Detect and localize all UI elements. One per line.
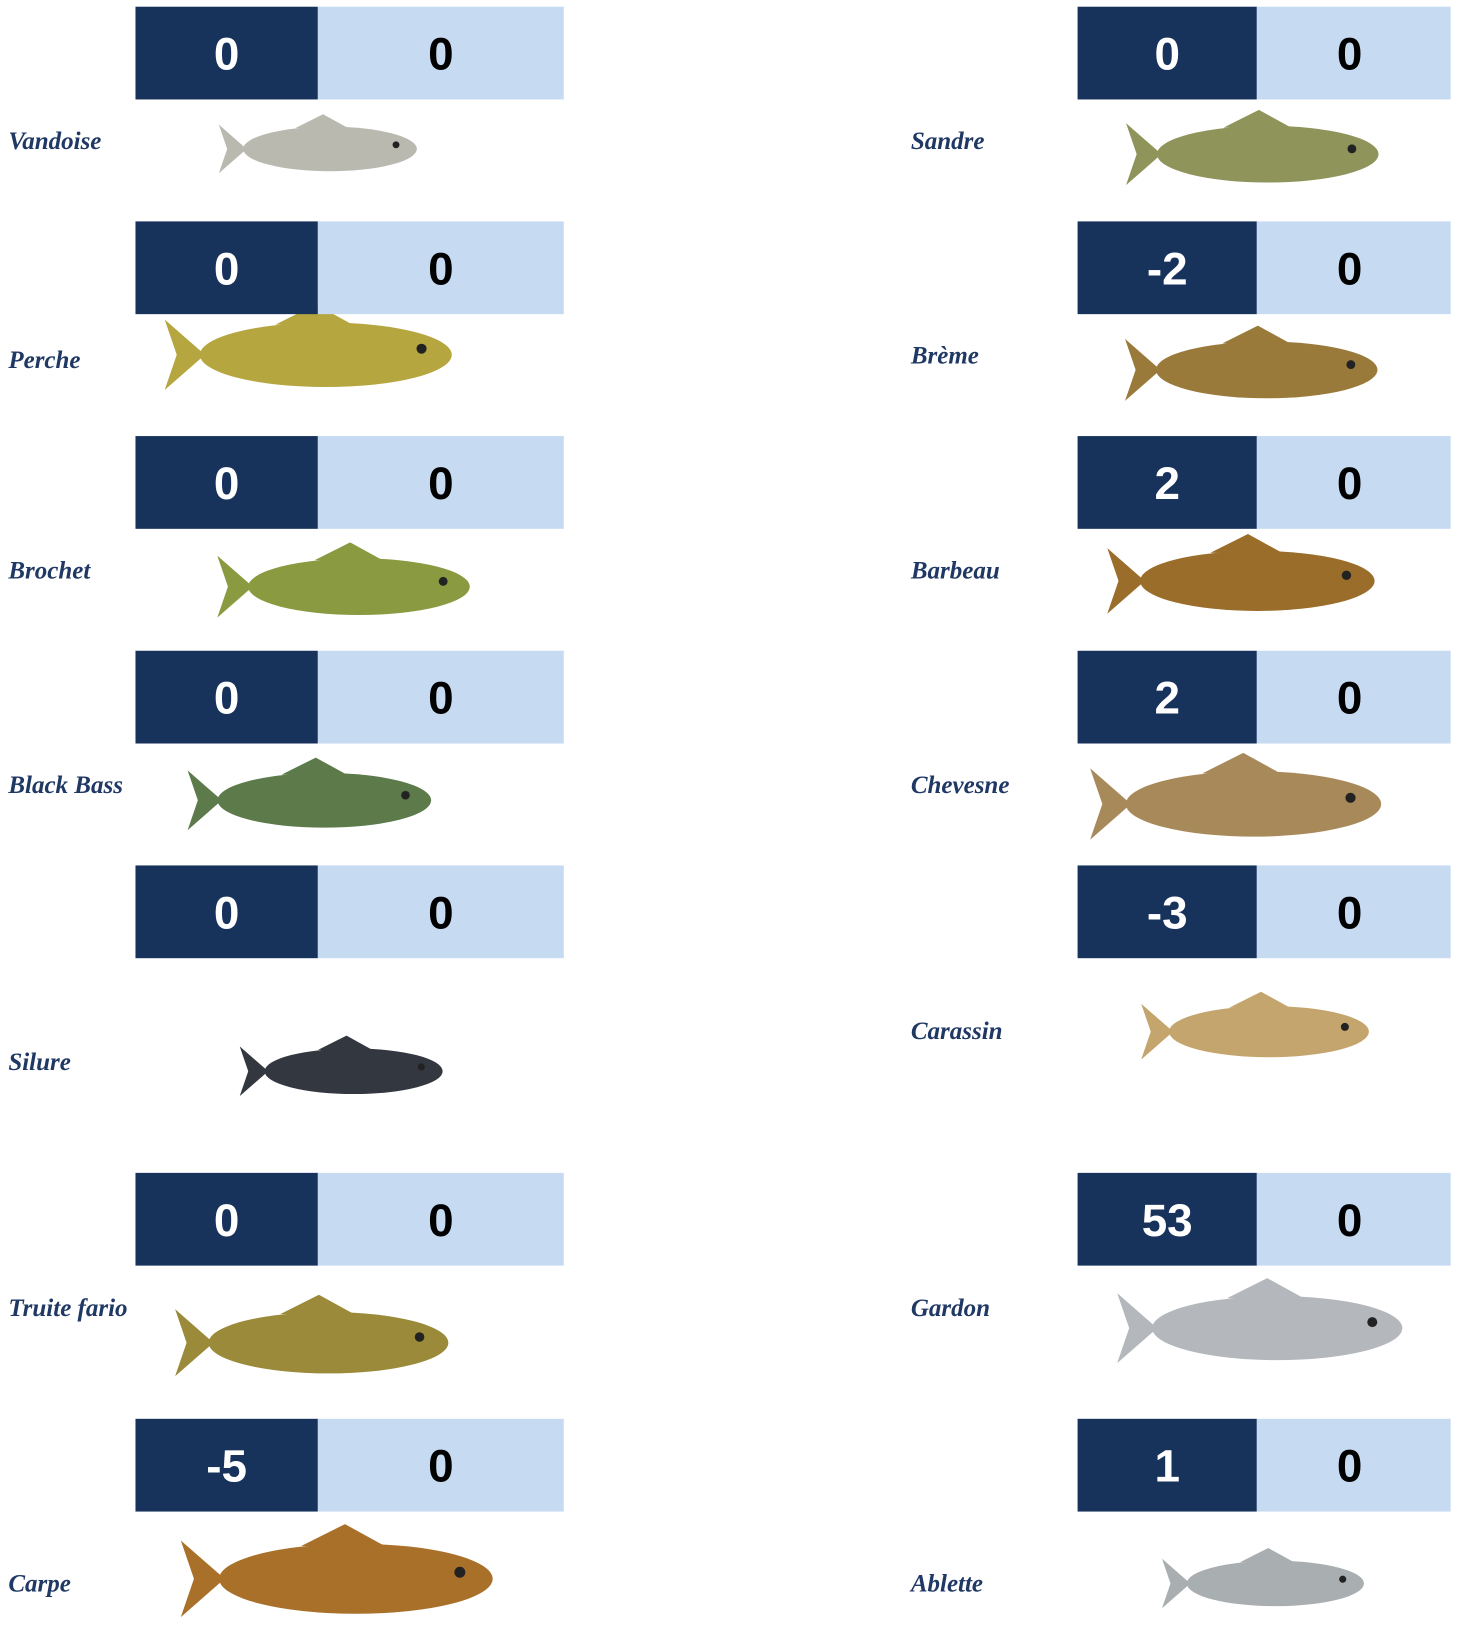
fish-image <box>1126 110 1378 185</box>
fish-image <box>175 1295 448 1376</box>
score-b: 0 <box>428 672 453 724</box>
fish-images <box>165 110 1403 1617</box>
fish-board: 0 0 Vandoise 0 0 Perche 0 0 Brochet 0 0 Black Bass 0… <box>0 0 1459 1635</box>
score-a: 53 <box>1142 1194 1193 1246</box>
score-b: 0 <box>1337 28 1363 80</box>
fish-image <box>1090 753 1381 840</box>
fish-name: Vandoise <box>8 128 101 155</box>
score-a: 0 <box>214 457 240 509</box>
score-a: -5 <box>206 1440 247 1492</box>
fish-name: Carassin <box>911 1018 1003 1045</box>
fish-name: Silure <box>8 1049 71 1076</box>
fish-name: Brochet <box>7 557 91 584</box>
score-b: 0 <box>1337 672 1363 724</box>
score-b: 0 <box>1337 1440 1363 1492</box>
fish-name: Perche <box>7 347 80 374</box>
fish-name: Black Bass <box>7 772 123 799</box>
score-b: 0 <box>428 457 453 509</box>
fish-name: Carpe <box>8 1570 70 1597</box>
score-b: 0 <box>1337 242 1363 294</box>
fish-name: Gardon <box>911 1295 990 1322</box>
fish-image <box>1141 992 1369 1060</box>
score-b: 0 <box>1337 1194 1363 1246</box>
score-a: 0 <box>1154 28 1180 80</box>
score-b: 0 <box>428 1440 453 1492</box>
score-a: 0 <box>214 28 240 80</box>
fish-image <box>240 1036 443 1097</box>
score-a: 2 <box>1154 672 1180 724</box>
fish-name: Brème <box>910 343 979 370</box>
score-a: 0 <box>214 886 240 938</box>
score-a: 2 <box>1154 457 1180 509</box>
fish-image <box>1125 326 1377 401</box>
score-a: -2 <box>1147 242 1188 294</box>
score-b: 0 <box>1337 886 1363 938</box>
page: 0 0 Vandoise 0 0 Perche 0 0 Brochet 0 0 Black Bass 0… <box>0 0 1459 1635</box>
fish-image <box>1117 1278 1402 1363</box>
fish-image <box>1162 1548 1364 1608</box>
fish-name: Ablette <box>909 1570 983 1597</box>
fish-name: Truite fario <box>8 1295 127 1322</box>
fish-image <box>217 542 469 617</box>
fish-image <box>188 758 432 831</box>
fish-image <box>219 114 417 173</box>
score-a: 1 <box>1154 1440 1180 1492</box>
score-a: 0 <box>214 1194 240 1246</box>
score-a: 0 <box>214 672 240 724</box>
score-b: 0 <box>428 242 453 294</box>
score-a: -3 <box>1147 886 1188 938</box>
fish-name: Chevesne <box>911 772 1010 799</box>
fish-name: Sandre <box>911 128 985 155</box>
score-b: 0 <box>428 886 453 938</box>
fish-image <box>181 1524 493 1617</box>
fish-image <box>165 304 452 390</box>
score-a: 0 <box>214 242 240 294</box>
score-b: 0 <box>428 28 453 80</box>
fish-image <box>1107 534 1374 614</box>
score-b: 0 <box>428 1194 453 1246</box>
score-b: 0 <box>1337 457 1363 509</box>
fish-name: Barbeau <box>910 557 1000 584</box>
